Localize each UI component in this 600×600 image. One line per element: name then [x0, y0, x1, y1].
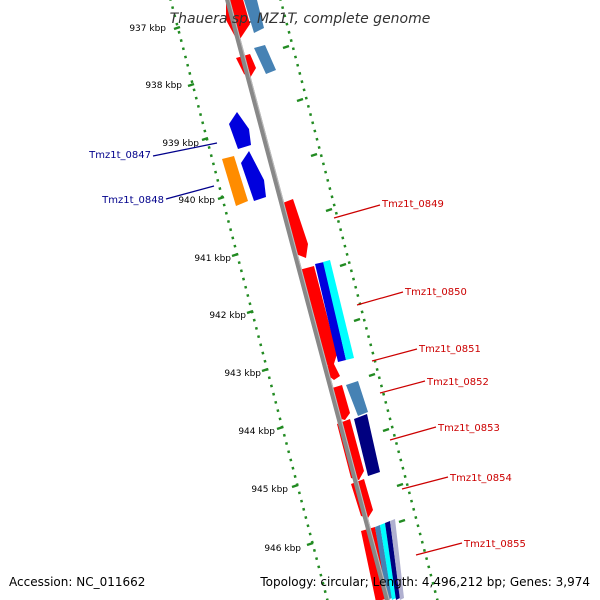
- tick-label: 945 kbp: [251, 485, 288, 495]
- tick-label: 939 kbp: [162, 139, 199, 149]
- gene-label-right[interactable]: Tmz1t_0849: [381, 199, 444, 210]
- gene-feature-cyan[interactable]: [380, 523, 396, 600]
- label-leader: [356, 291, 404, 306]
- gene-label-right[interactable]: Tmz1t_0855: [463, 539, 526, 550]
- gene-feature-blue[interactable]: [244, 0, 264, 33]
- ruler-ticks-outer: [282, 44, 406, 524]
- tick-label: 944 kbp: [238, 427, 275, 437]
- gene-feature-forward[interactable]: [299, 266, 337, 367]
- gene-label-left[interactable]: Tmz1t_0847: [88, 150, 151, 161]
- label-leader: [379, 380, 426, 394]
- gene-label-right[interactable]: Tmz1t_0854: [449, 473, 512, 484]
- gene-feature-navy[interactable]: [385, 521, 400, 600]
- label-leader: [333, 204, 381, 219]
- label-leader: [371, 348, 418, 362]
- genome-backbone: [225, 0, 390, 600]
- tick-label: 940 kbp: [178, 196, 215, 206]
- tick-label: 946 kbp: [264, 544, 301, 554]
- left-gene-labels: Tmz1t_0847 Tmz1t_0848: [88, 142, 218, 206]
- gene-label-right[interactable]: Tmz1t_0850: [404, 287, 467, 298]
- ruler-ticks-inner: [173, 25, 314, 547]
- map-title: Thauera sp. MZ1T, complete genome: [170, 11, 431, 27]
- label-leader: [389, 426, 437, 441]
- gene-feature-blue[interactable]: [346, 381, 368, 416]
- gene-feature-reverse[interactable]: [241, 151, 266, 201]
- label-leader: [165, 185, 215, 200]
- gene-feature-navy[interactable]: [354, 414, 380, 476]
- gene-feature-blue[interactable]: [315, 262, 346, 362]
- gene-feature-blue[interactable]: [375, 525, 392, 600]
- gene-feature-blue[interactable]: [390, 519, 404, 600]
- ruler-labels: 937 kbp 938 kbp 939 kbp 940 kbp 941 kbp …: [129, 24, 301, 554]
- genome-backbone-highlight: [229, 0, 390, 600]
- label-leader: [401, 476, 449, 490]
- label-leader: [152, 142, 218, 157]
- gene-feature-orange[interactable]: [222, 156, 248, 206]
- ruler-guide-outer: [279, 0, 439, 600]
- gene-feature-blue[interactable]: [254, 45, 276, 74]
- right-gene-labels: Tmz1t_0849 Tmz1t_0850 Tmz1t_0851 Tmz1t_0…: [333, 199, 526, 556]
- gene-feature-reverse[interactable]: [229, 112, 251, 149]
- tick-label: 943 kbp: [224, 369, 261, 379]
- tick-label: 938 kbp: [145, 81, 182, 91]
- label-leader: [415, 542, 463, 556]
- gene-feature-cyan[interactable]: [323, 260, 354, 360]
- tick-label: 942 kbp: [209, 311, 246, 321]
- gene-label-right[interactable]: Tmz1t_0852: [426, 377, 489, 388]
- gene-label-right[interactable]: Tmz1t_0851: [418, 344, 481, 355]
- tick-label: 941 kbp: [194, 254, 231, 264]
- tick-label: 937 kbp: [129, 24, 166, 34]
- accession-text: Accession: NC_011662: [9, 575, 145, 589]
- genome-summary: Topology: circular; Length: 4,496,212 bp…: [259, 575, 590, 589]
- gene-label-right[interactable]: Tmz1t_0853: [437, 423, 500, 434]
- gene-label-left[interactable]: Tmz1t_0848: [101, 195, 164, 206]
